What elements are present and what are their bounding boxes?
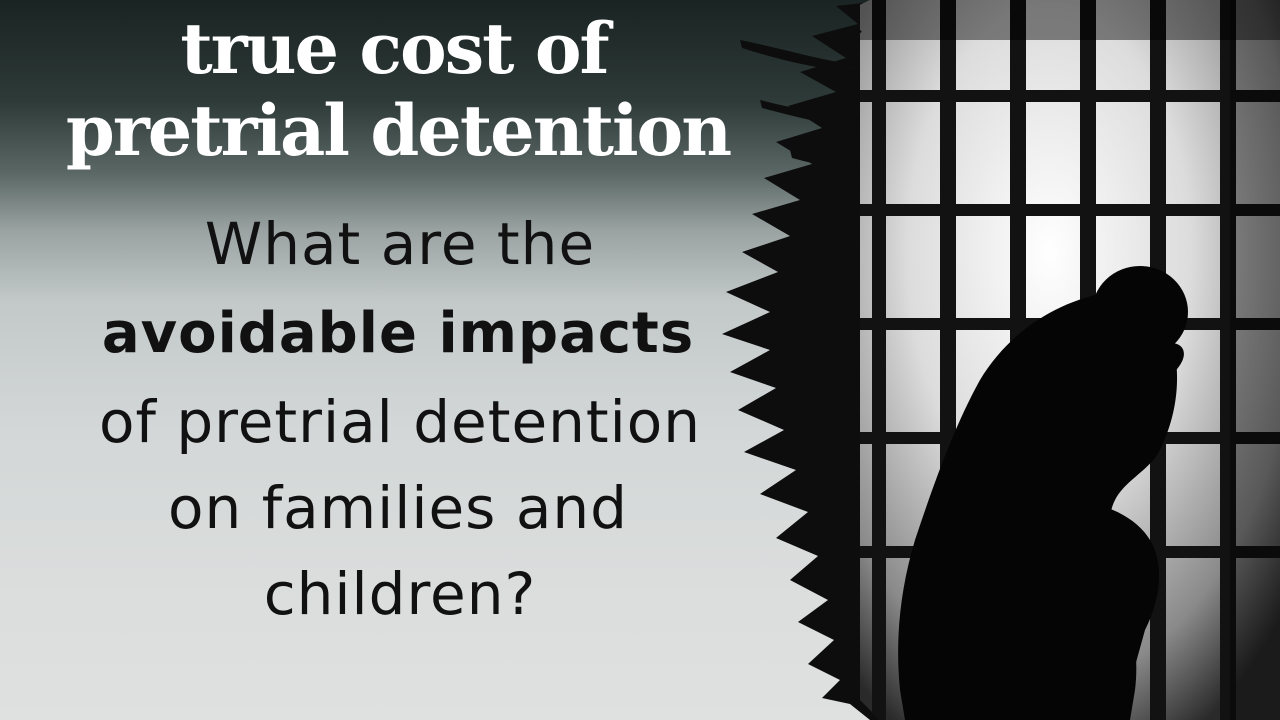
question-line-2-emphasis: avoidable impacts: [101, 301, 695, 366]
question-line-1: What are the: [204, 210, 596, 278]
person-silhouette: [898, 266, 1188, 720]
title-line-2: pretrial detention: [65, 89, 732, 172]
question-line-5: children?: [263, 560, 537, 628]
title-line-1: true cost of: [180, 7, 609, 90]
question-line-3: of pretrial detention: [99, 388, 701, 456]
question-line-4: on families and: [168, 474, 628, 542]
